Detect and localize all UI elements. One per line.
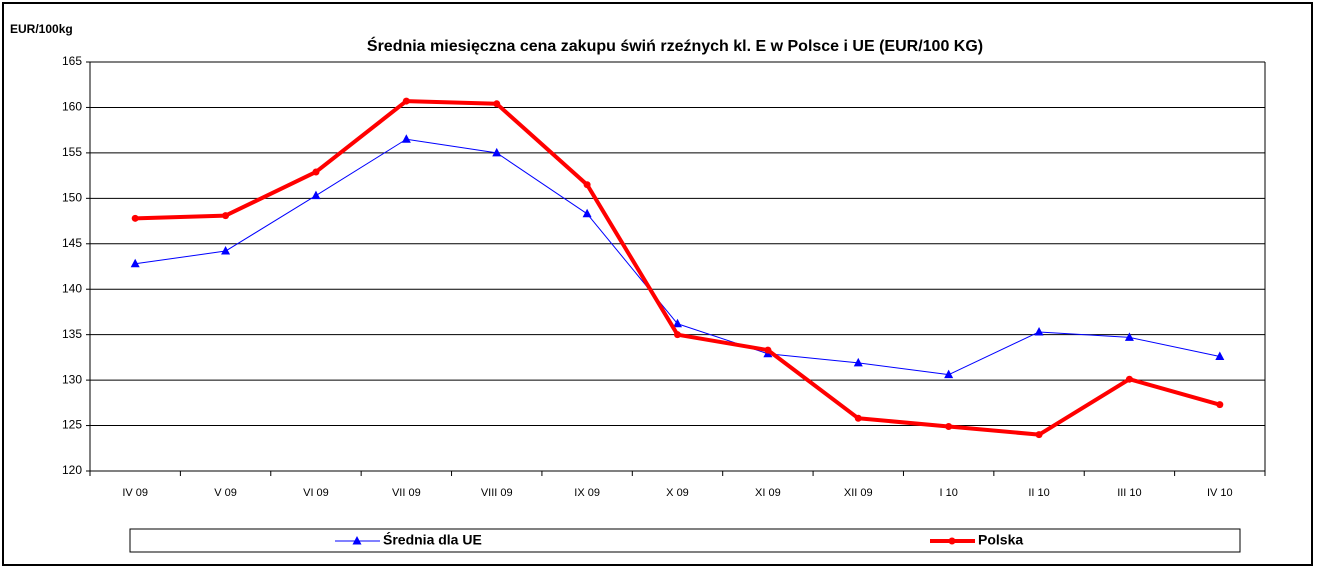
data-point xyxy=(131,214,139,222)
data-point xyxy=(764,346,772,354)
y-axis-label: EUR/100kg xyxy=(10,22,73,36)
data-point xyxy=(311,190,321,200)
y-tick-label: 135 xyxy=(62,327,82,341)
data-point xyxy=(674,331,681,339)
legend-marker xyxy=(352,536,362,545)
data-point xyxy=(1216,401,1224,409)
data-point xyxy=(312,168,320,176)
x-tick-label: II 10 xyxy=(1028,487,1049,499)
data-point xyxy=(1035,431,1043,439)
y-tick-label: 130 xyxy=(62,372,82,386)
y-tick-label: 120 xyxy=(62,463,82,477)
data-point xyxy=(1125,375,1133,383)
legend-label: Średnia dla UE xyxy=(383,531,482,548)
data-point xyxy=(583,181,591,189)
y-tick-label: 165 xyxy=(62,54,82,68)
x-tick-label: VI 09 xyxy=(303,487,329,499)
legend-marker xyxy=(948,537,956,545)
y-tick-label: 125 xyxy=(62,418,82,432)
x-tick-label: IV 10 xyxy=(1207,487,1233,499)
x-tick-label: XI 09 xyxy=(755,487,781,499)
y-tick-label: 150 xyxy=(62,191,82,205)
data-point xyxy=(853,357,863,367)
y-tick-label: 145 xyxy=(62,236,82,250)
data-point xyxy=(1215,351,1225,360)
data-point xyxy=(1034,326,1044,336)
data-point xyxy=(944,369,954,379)
data-point xyxy=(401,134,411,143)
x-tick-label: III 10 xyxy=(1117,487,1141,499)
chart-frame xyxy=(2,2,1313,566)
data-point xyxy=(492,147,502,157)
x-tick-label: IV 09 xyxy=(122,487,148,499)
data-point xyxy=(493,100,501,108)
data-point xyxy=(222,212,230,220)
x-tick-label: X 09 xyxy=(666,487,689,499)
x-tick-label: VII 09 xyxy=(392,487,421,499)
x-tick-label: I 10 xyxy=(939,487,957,499)
x-tick-label: VIII 09 xyxy=(481,487,513,499)
data-point xyxy=(402,97,410,105)
x-tick-label: XII 09 xyxy=(844,487,873,499)
y-tick-label: 140 xyxy=(62,281,82,295)
x-tick-label: V 09 xyxy=(214,487,237,499)
legend-label: Polska xyxy=(978,532,1023,548)
data-point xyxy=(221,246,231,255)
data-point xyxy=(673,318,682,328)
data-point xyxy=(1124,332,1134,341)
y-tick-label: 160 xyxy=(62,100,82,114)
legend-box xyxy=(129,528,1241,553)
data-point xyxy=(854,414,862,422)
x-tick-label: IX 09 xyxy=(574,487,600,499)
y-tick-label: 155 xyxy=(62,145,82,159)
data-point xyxy=(945,422,953,430)
data-point xyxy=(582,208,592,218)
data-point xyxy=(130,258,140,268)
chart-title: Średnia miesięczna cena zakupu świń rzeź… xyxy=(367,36,983,55)
